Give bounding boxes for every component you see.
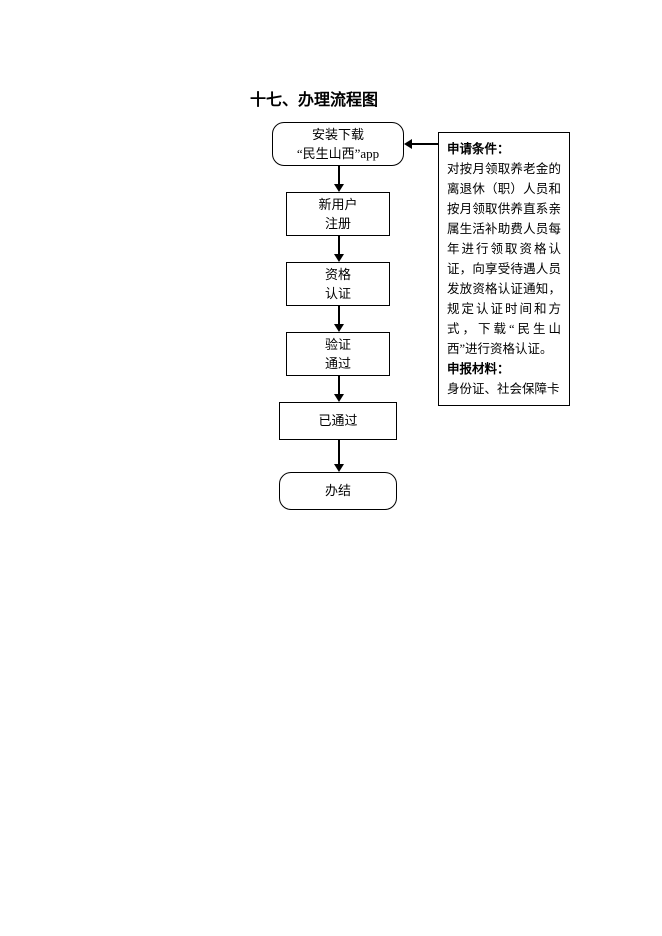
arrow-head-0 bbox=[334, 184, 344, 192]
arrow-line-2 bbox=[338, 306, 340, 324]
arrow-line-3 bbox=[338, 376, 340, 394]
node-line1: 新用户 bbox=[318, 195, 357, 215]
node-line2: 注册 bbox=[325, 214, 351, 234]
node-line1: 验证 bbox=[325, 335, 351, 355]
side-arrow-head bbox=[404, 139, 412, 149]
page-title: 十七、办理流程图 bbox=[250, 86, 378, 110]
arrow-line-1 bbox=[338, 236, 340, 254]
side-arrow-line bbox=[412, 143, 438, 145]
node-line1: 安装下载 bbox=[312, 125, 364, 145]
node-line1: 办结 bbox=[325, 481, 351, 501]
arrow-head-2 bbox=[334, 324, 344, 332]
node-line2: 认证 bbox=[325, 284, 351, 304]
info-body-materials: 身份证、社会保障卡 bbox=[447, 379, 561, 399]
flow-node-n4: 验证通过 bbox=[286, 332, 390, 376]
info-heading-conditions: 申请条件： bbox=[447, 139, 561, 159]
flow-node-n6: 办结 bbox=[279, 472, 397, 510]
flow-node-n3: 资格认证 bbox=[286, 262, 390, 306]
flow-node-n5: 已通过 bbox=[279, 402, 397, 440]
info-panel: 申请条件： 对按月领取养老金的离退休（职）人员和按月领取供养直系亲属生活补助费人… bbox=[438, 132, 570, 406]
arrow-line-4 bbox=[338, 440, 340, 464]
arrow-line-0 bbox=[338, 166, 340, 184]
arrow-head-3 bbox=[334, 394, 344, 402]
node-line1: 资格 bbox=[325, 265, 351, 285]
node-line1: 已通过 bbox=[318, 411, 357, 431]
arrow-head-4 bbox=[334, 464, 344, 472]
node-line2: “民生山西”app bbox=[297, 144, 379, 164]
node-line2: 通过 bbox=[325, 354, 351, 374]
info-body-conditions: 对按月领取养老金的离退休（职）人员和按月领取供养直系亲属生活补助费人员每年进行领… bbox=[447, 159, 561, 359]
flow-node-n1: 安装下载“民生山西”app bbox=[272, 122, 404, 166]
info-heading-materials: 申报材料： bbox=[447, 359, 561, 379]
arrow-head-1 bbox=[334, 254, 344, 262]
flow-node-n2: 新用户注册 bbox=[286, 192, 390, 236]
